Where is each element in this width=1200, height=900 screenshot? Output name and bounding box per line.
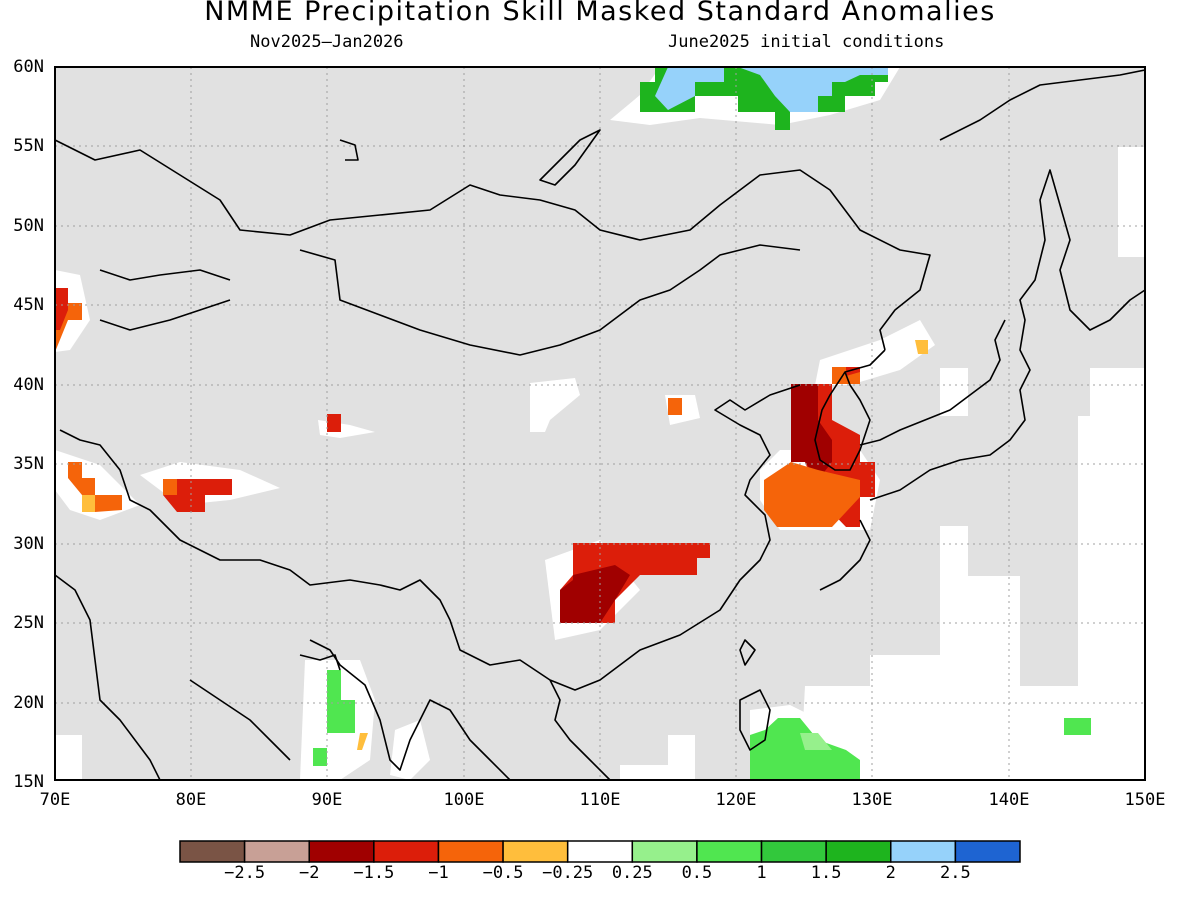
colorbar-tick-label: 0.5 (681, 863, 713, 883)
lat-label-15n: 15N (13, 772, 44, 792)
lat-label-60n: 60N (13, 57, 44, 77)
lat-label-50n: 50N (13, 216, 44, 236)
lat-label-55n: 55N (13, 136, 44, 156)
colorbar-swatch (179, 840, 246, 863)
colorbar-swatch (696, 840, 763, 863)
colorbar-swatch (760, 840, 827, 863)
lon-label-110e: 110E (579, 790, 621, 810)
colorbar-swatch (502, 840, 569, 863)
colorbar-swatch (243, 840, 310, 863)
lat-label-30n: 30N (13, 534, 44, 554)
colorbar-swatch (566, 840, 634, 863)
colorbar-tick-label: −2 (298, 863, 320, 883)
lon-label-100e: 100E (443, 790, 485, 810)
colorbar-swatch (373, 840, 440, 863)
dry-anomaly-areas (55, 288, 928, 750)
forecast-period: Nov2025—Jan2026 (250, 32, 404, 52)
chart-title: NMME Precipitation Skill Masked Standard… (204, 0, 996, 27)
lat-label-25n: 25N (13, 613, 44, 633)
coastlines-and-borders (54, 69, 1146, 781)
lon-label-130e: 130E (851, 790, 893, 810)
colorbar-tick-label: 1.5 (810, 863, 842, 883)
lon-label-70e: 70E (39, 790, 71, 810)
colorbar (179, 840, 1021, 863)
lon-label-150e: 150E (1124, 790, 1166, 810)
colorbar-tick-label: 2 (885, 863, 896, 883)
lat-label-35n: 35N (13, 454, 44, 474)
colorbar-swatch (825, 840, 892, 863)
lon-label-140e: 140E (988, 790, 1030, 810)
initial-conditions: June2025 initial conditions (668, 32, 945, 52)
colorbar-tick-label: −1 (428, 863, 449, 883)
lat-label-45n: 45N (13, 295, 44, 315)
colorbar-tick-label: 1 (756, 863, 767, 883)
colorbar-swatch (954, 840, 1021, 863)
lon-label-90e: 90E (311, 790, 343, 810)
colorbar-tick-label: −1.5 (353, 863, 395, 883)
colorbar-swatch (308, 840, 375, 863)
colorbar-tick-label: −0.5 (482, 863, 524, 883)
colorbar-swatch (890, 840, 957, 863)
map-frame (54, 66, 1146, 781)
colorbar-tick-label: 2.5 (940, 863, 971, 883)
colorbar-swatch (437, 840, 504, 863)
colorbar-tick-label: 0.25 (611, 863, 653, 883)
lon-label-120e: 120E (715, 790, 757, 810)
lat-label-20n: 20N (13, 693, 44, 713)
wet-anomaly-areas (313, 67, 1091, 780)
lat-label-40n: 40N (13, 375, 44, 395)
colorbar-tick-label: −2.5 (224, 863, 266, 883)
colorbar-tick-label: −0.25 (542, 863, 594, 883)
colorbar-swatch (631, 840, 698, 863)
lon-label-80e: 80E (175, 790, 207, 810)
